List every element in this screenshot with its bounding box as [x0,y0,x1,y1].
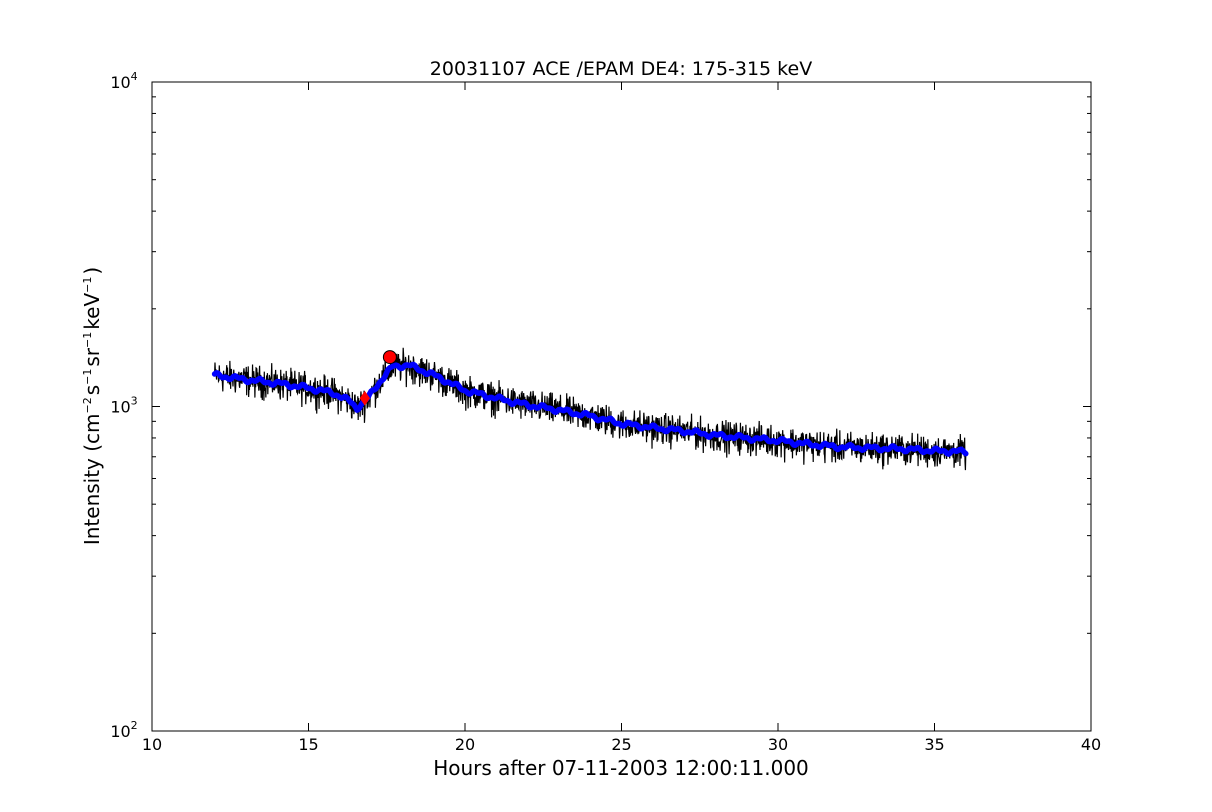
marker-layer [359,350,397,406]
x-tick-label: 40 [1081,735,1101,754]
chart-title: 20031107 ACE /EPAM DE4: 175-315 keV [430,58,812,80]
series-layer [211,347,969,471]
circle-marker [382,350,397,365]
x-tick-label: 15 [298,735,318,754]
x-tick-label: 25 [611,735,631,754]
y-tick-label: 104 [110,70,137,92]
x-tick-label: 20 [455,735,475,754]
y-axis-ticks: 102 103 104 [110,70,1091,741]
y-tick-label: 102 [110,719,137,741]
plot-background [152,82,1091,731]
y-tick-label: 103 [110,395,137,417]
y-axis-label: Intensity (cm−2s−1sr−1keV−1) [80,267,104,545]
diamond-marker [359,390,371,406]
x-axis-label: Hours after 07-11-2003 12:00:11.000 [433,756,809,780]
x-tick-label: 10 [142,735,162,754]
x-axis-ticks: 10 15 20 25 30 35 40 [142,82,1101,754]
x-tick-label: 35 [924,735,944,754]
smoothed-intensity-series [211,361,969,457]
plot-area [151,81,1092,732]
x-tick-label: 30 [768,735,788,754]
